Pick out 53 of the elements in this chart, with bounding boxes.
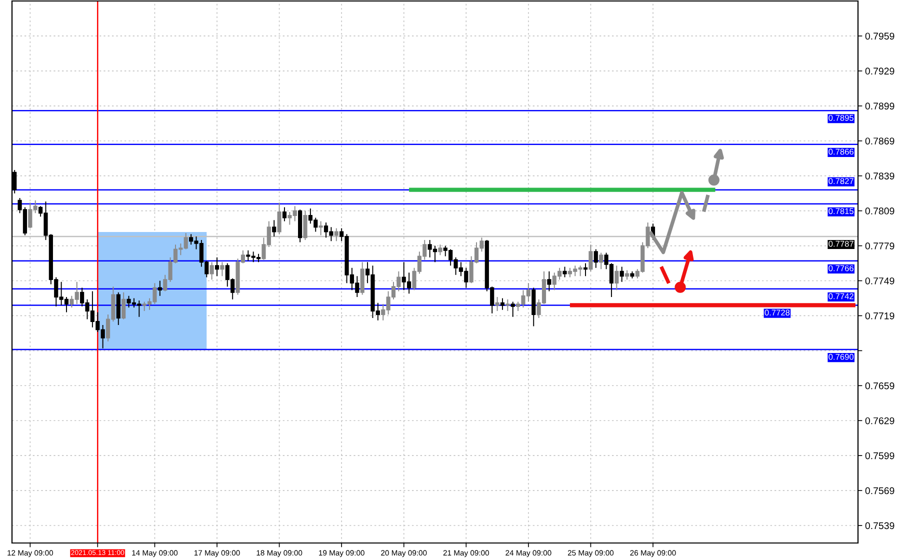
candlestick [277,202,282,235]
candlestick [495,296,500,312]
candlestick [360,262,364,296]
y-tick-label: 0.7899 [865,102,894,110]
ref-line-label: 0.7766 [828,265,854,272]
y-tick-label: 0.7929 [865,68,894,75]
candlestick [214,256,220,277]
candlestick [547,270,552,292]
y-tick-label: 0.7599 [865,452,894,460]
candlestick [334,228,338,242]
candlestick [624,270,630,280]
ref-line-label: 0.7895 [828,114,854,121]
y-tick-label: 0.7569 [865,487,894,494]
y-tick-label: 0.7869 [865,138,894,144]
candlestick [583,262,588,277]
candlestick [532,287,536,327]
y-tick-label: 0.7959 [865,32,894,40]
y-tick-label: 0.7839 [865,172,894,180]
candlestick [594,248,598,268]
ref-line-label: 0.7742 [828,293,854,300]
candlestick [510,301,515,318]
candlestick [438,244,442,256]
ref-line-label: 0.7827 [828,178,854,184]
ref-line-label: 0.7690 [828,354,854,360]
candlestick [298,209,302,243]
ref-line-label: 0.7787 [828,240,854,247]
ref-line-label: 0.7728 [764,310,790,316]
ref-line-label: 0.7815 [828,208,854,214]
y-tick-label: 0.7749 [865,277,894,284]
candlestick [158,280,162,296]
candlestick [630,270,634,279]
candlestick [272,220,276,237]
candlestick [318,220,323,236]
y-tick-label: 0.7659 [865,382,894,390]
candlestick [500,298,505,310]
candlestick [620,266,624,282]
candlestick [599,252,604,270]
candlestick [122,292,126,320]
y-tick-label: 0.7809 [865,208,894,214]
ref-line-label: 0.7866 [828,148,854,155]
y-tick-label: 0.7629 [865,417,894,424]
candlestick [506,298,510,312]
y-tick-label: 0.7539 [865,522,894,530]
candlestick [220,262,224,277]
candlestick [614,265,619,291]
candlestick [210,262,214,280]
candlestick [116,292,120,326]
candlestick [303,210,308,240]
y-tick-label: 0.7779 [865,242,894,250]
candlestick [562,266,567,278]
y-tick-label: 0.7719 [865,312,894,320]
candlestick [588,244,593,272]
candlestick [282,206,287,222]
